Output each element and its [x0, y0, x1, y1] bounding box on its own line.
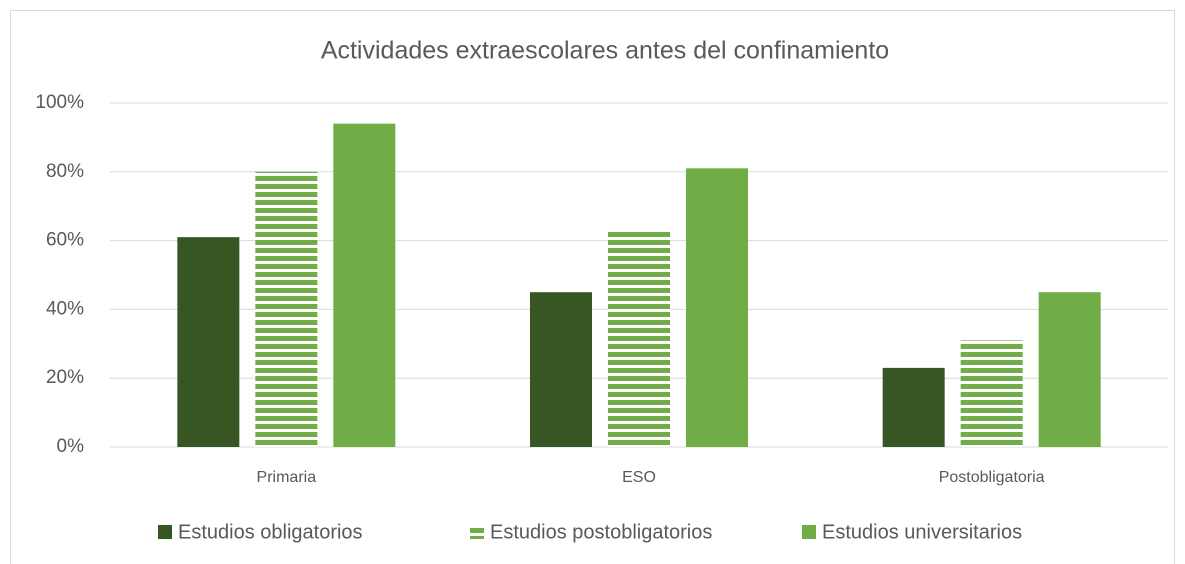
chart-title: Actividades extraescolares antes del con… [321, 37, 889, 65]
y-tick-label: 20% [46, 367, 84, 388]
bar [882, 367, 945, 447]
x-tick-label: Primaria [257, 469, 317, 486]
bar [177, 237, 240, 447]
bar [960, 340, 1023, 447]
bar [333, 123, 396, 447]
y-tick-label: 60% [46, 230, 84, 251]
bar [1038, 292, 1101, 447]
legend-swatch [470, 525, 484, 539]
bar [255, 171, 318, 448]
legend-label: Estudios universitarios [822, 521, 1022, 543]
x-tick-label: Postobligatoria [939, 469, 1045, 486]
legend-label: Estudios obligatorios [178, 521, 363, 543]
y-tick-label: 80% [46, 161, 84, 182]
bar [608, 230, 670, 447]
legend-swatch [802, 525, 816, 539]
legend-swatch [158, 525, 172, 539]
y-tick-label: 100% [35, 92, 84, 113]
bar [686, 168, 748, 448]
legend-label: Estudios postobligatorios [490, 521, 712, 543]
y-tick-label: 0% [57, 436, 85, 457]
bar [530, 292, 592, 447]
x-tick-label: ESO [622, 469, 656, 486]
y-tick-label: 40% [46, 298, 84, 319]
